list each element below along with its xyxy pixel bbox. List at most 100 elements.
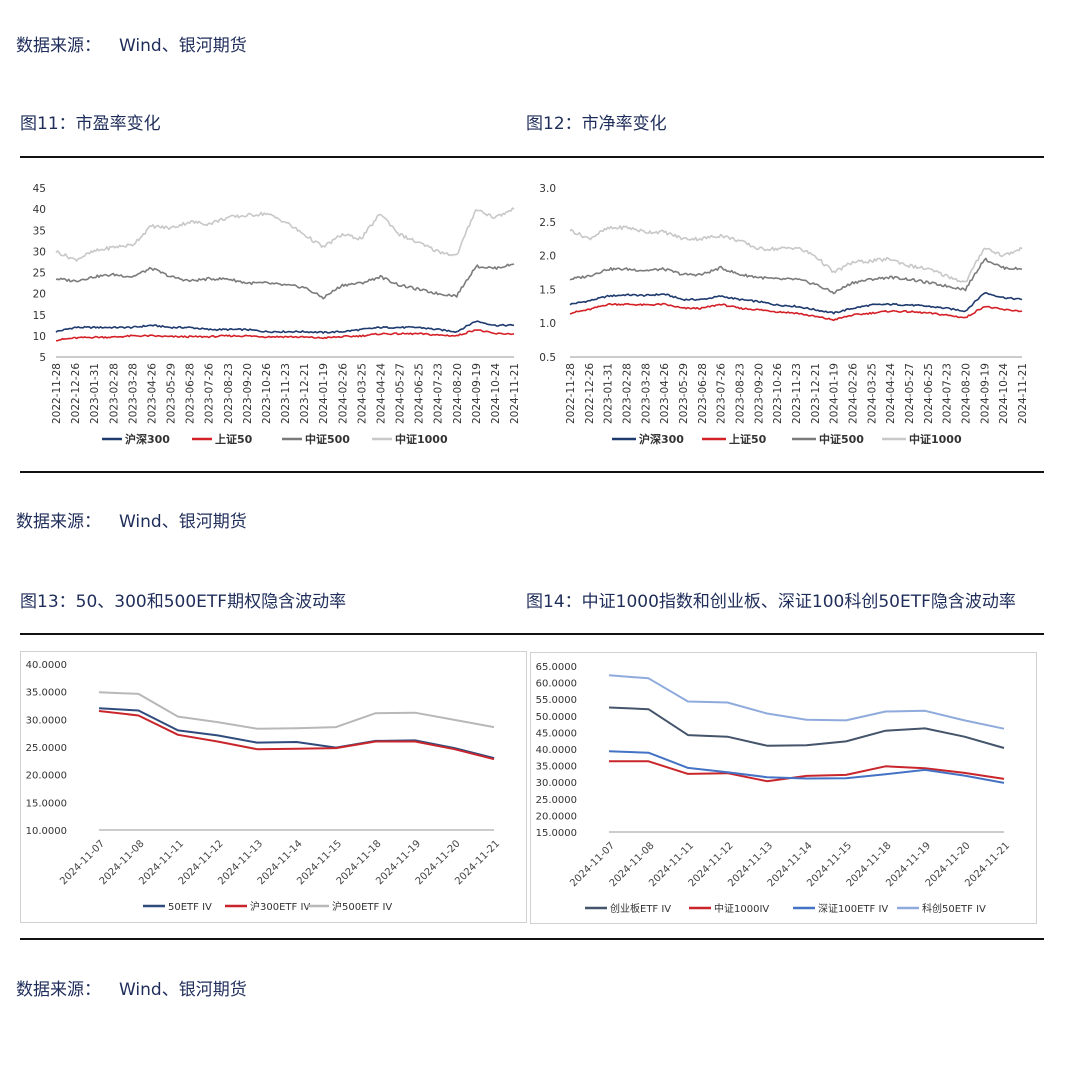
y-tick-label: 1.0 bbox=[539, 318, 556, 330]
bottom-rule-2 bbox=[20, 938, 1044, 940]
pe-chart: 45 40 35 30 25 20 15 10 5 2022-11-28 2022-12-26 202… bbox=[33, 183, 521, 446]
legend-label: 50ETF IV bbox=[168, 902, 212, 913]
series-line bbox=[569, 225, 1023, 283]
y-tick-label: 20.0000 bbox=[26, 771, 67, 782]
legend-label: 创业板ETF IV bbox=[610, 902, 671, 915]
x-tick-label: 2023-02-28 bbox=[622, 363, 634, 424]
x-tick-label: 2023-04-26 bbox=[146, 363, 158, 424]
legend-label: 中证500 bbox=[305, 432, 350, 446]
source-label: 数据来源： bbox=[16, 980, 101, 1000]
x-tick-label: 2024-07-23 bbox=[433, 363, 445, 424]
x-tick-label: 2023-02-28 bbox=[108, 363, 120, 424]
series-line bbox=[569, 302, 1023, 322]
pe-chart-panel: 45 40 35 30 25 20 15 10 5 2022-11-28 2022-12-26 202… bbox=[22, 175, 526, 458]
pb-chart-panel: 3.0 2.5 2.0 1.5 1.0 0.5 2022-11-28 2022-12-26 20… bbox=[532, 175, 1036, 458]
x-tick-label: 2023-01-31 bbox=[603, 363, 615, 424]
y-tick-label: 0.5 bbox=[539, 352, 556, 364]
x-tick-label: 2023-01-31 bbox=[89, 363, 101, 424]
legend-label: 沪深300 bbox=[639, 432, 684, 446]
x-tick-label: 2024-05-27 bbox=[395, 363, 407, 424]
y-tick-label: 45 bbox=[33, 183, 46, 195]
y-tick-label: 10 bbox=[33, 331, 46, 343]
y-tick-label: 1.5 bbox=[539, 284, 556, 296]
source-value: Wind、银河期货 bbox=[119, 980, 247, 1000]
y-tick-label: 35.0000 bbox=[536, 762, 577, 773]
x-tick-label: 2024-05-27 bbox=[904, 363, 916, 424]
series-line bbox=[55, 207, 515, 262]
y-tick-label: 40 bbox=[33, 204, 46, 216]
index-iv-chart: 65.0000 60.0000 55.0000 50.0000 45.0000 40.00… bbox=[536, 662, 1012, 915]
x-tick-label: 2024-03-25 bbox=[356, 363, 368, 424]
x-tick-label: 2024-09-19 bbox=[471, 363, 483, 424]
y-tick-label: 65.0000 bbox=[536, 662, 577, 673]
source-value: Wind、银河期货 bbox=[119, 36, 247, 56]
y-tick-label: 35 bbox=[33, 225, 46, 237]
x-tick-label: 2024-04-24 bbox=[375, 363, 387, 424]
x-tick-label: 2023-10-26 bbox=[772, 363, 784, 424]
y-tick-label: 2.5 bbox=[539, 217, 556, 229]
x-tick-label: 2023-04-26 bbox=[659, 363, 671, 424]
series-line bbox=[55, 263, 515, 300]
x-tick-label: 2022-12-26 bbox=[70, 363, 82, 424]
x-tick-label: 2023-07-26 bbox=[716, 363, 728, 424]
figure-13-title: 图13：50、300和500ETF期权隐含波动率 bbox=[20, 592, 347, 612]
legend-label: 中证1000 bbox=[395, 432, 448, 446]
x-tick-label: 2023-03-28 bbox=[127, 363, 139, 424]
y-tick-label: 2.0 bbox=[539, 251, 556, 263]
legend-label: 中证500 bbox=[819, 432, 864, 446]
y-tick-label: 25 bbox=[33, 268, 46, 280]
legend-label: 沪深300 bbox=[125, 432, 170, 446]
x-tick-label: 2022-11-28 bbox=[565, 363, 577, 424]
figure-12-title: 图12：市净率变化 bbox=[526, 114, 667, 134]
x-tick-label: 2023-07-26 bbox=[204, 363, 216, 424]
legend-label: 沪500ETF IV bbox=[332, 900, 392, 913]
x-tick-label: 2023-06-28 bbox=[697, 363, 709, 424]
x-tick-label: 2023-08-23 bbox=[735, 363, 747, 424]
y-tick-label: 15 bbox=[33, 310, 46, 322]
y-tick-label: 3.0 bbox=[539, 183, 556, 195]
source-label: 数据来源： bbox=[16, 36, 101, 56]
legend-label: 中证1000 bbox=[909, 432, 962, 446]
x-tick-label: 2022-11-28 bbox=[51, 363, 63, 424]
x-tick-label: 2023-12-21 bbox=[299, 363, 311, 424]
source-note-3: 数据来源： Wind、银河期货 bbox=[16, 975, 247, 1000]
x-tick-label: 2023-12-21 bbox=[810, 363, 822, 424]
x-tick-label: 2024-09-19 bbox=[979, 363, 991, 424]
x-tick-label: 2023-05-29 bbox=[166, 363, 178, 424]
y-tick-label: 10.0000 bbox=[26, 826, 67, 837]
x-tick-label: 2023-05-29 bbox=[678, 363, 690, 424]
x-tick-label: 2024-02-26 bbox=[848, 363, 860, 424]
series-line bbox=[608, 706, 1005, 749]
legend-label: 中证1000IV bbox=[714, 902, 769, 915]
x-tick-label: 2023-06-28 bbox=[185, 363, 197, 424]
x-tick-label: 2024-01-19 bbox=[829, 363, 841, 424]
y-tick-label: 40.0000 bbox=[536, 745, 577, 756]
source-value: Wind、银河期货 bbox=[119, 512, 247, 532]
etf-iv-chart: 40.0000 35.0000 30.0000 25.0000 20.0000 15.00… bbox=[26, 660, 502, 913]
x-tick-label: 2024-10-24 bbox=[998, 363, 1010, 424]
y-tick-label: 5 bbox=[39, 352, 46, 364]
series-line bbox=[608, 674, 1005, 730]
series-line bbox=[98, 710, 495, 761]
series-line bbox=[98, 691, 495, 730]
series-line bbox=[569, 292, 1023, 315]
y-tick-label: 30.0000 bbox=[26, 715, 67, 726]
legend-label: 深证100ETF IV bbox=[818, 903, 888, 915]
y-tick-label: 25.0000 bbox=[536, 795, 577, 806]
y-tick-label: 35.0000 bbox=[26, 688, 67, 699]
y-tick-label: 30 bbox=[33, 246, 46, 258]
x-tick-label: 2024-10-24 bbox=[490, 363, 502, 424]
figure-11-title: 图11：市盈率变化 bbox=[20, 114, 161, 134]
x-tick-label: 2023-08-23 bbox=[223, 363, 235, 424]
x-tick-label: 2023-10-26 bbox=[261, 363, 273, 424]
legend-label: 上证50 bbox=[729, 432, 767, 446]
series-line bbox=[55, 329, 515, 342]
etf-iv-chart-panel: 40.0000 35.0000 30.0000 25.0000 20.0000 15.00… bbox=[20, 651, 527, 923]
y-tick-label: 25.0000 bbox=[26, 743, 67, 754]
source-label: 数据来源： bbox=[16, 512, 101, 532]
x-tick-label: 2023-11-23 bbox=[280, 363, 292, 424]
x-tick-label: 2024-11-21 bbox=[1017, 363, 1029, 424]
x-tick-label: 2024-01-19 bbox=[318, 363, 330, 424]
y-tick-label: 60.0000 bbox=[536, 679, 577, 690]
bottom-rule-1 bbox=[20, 471, 1044, 473]
